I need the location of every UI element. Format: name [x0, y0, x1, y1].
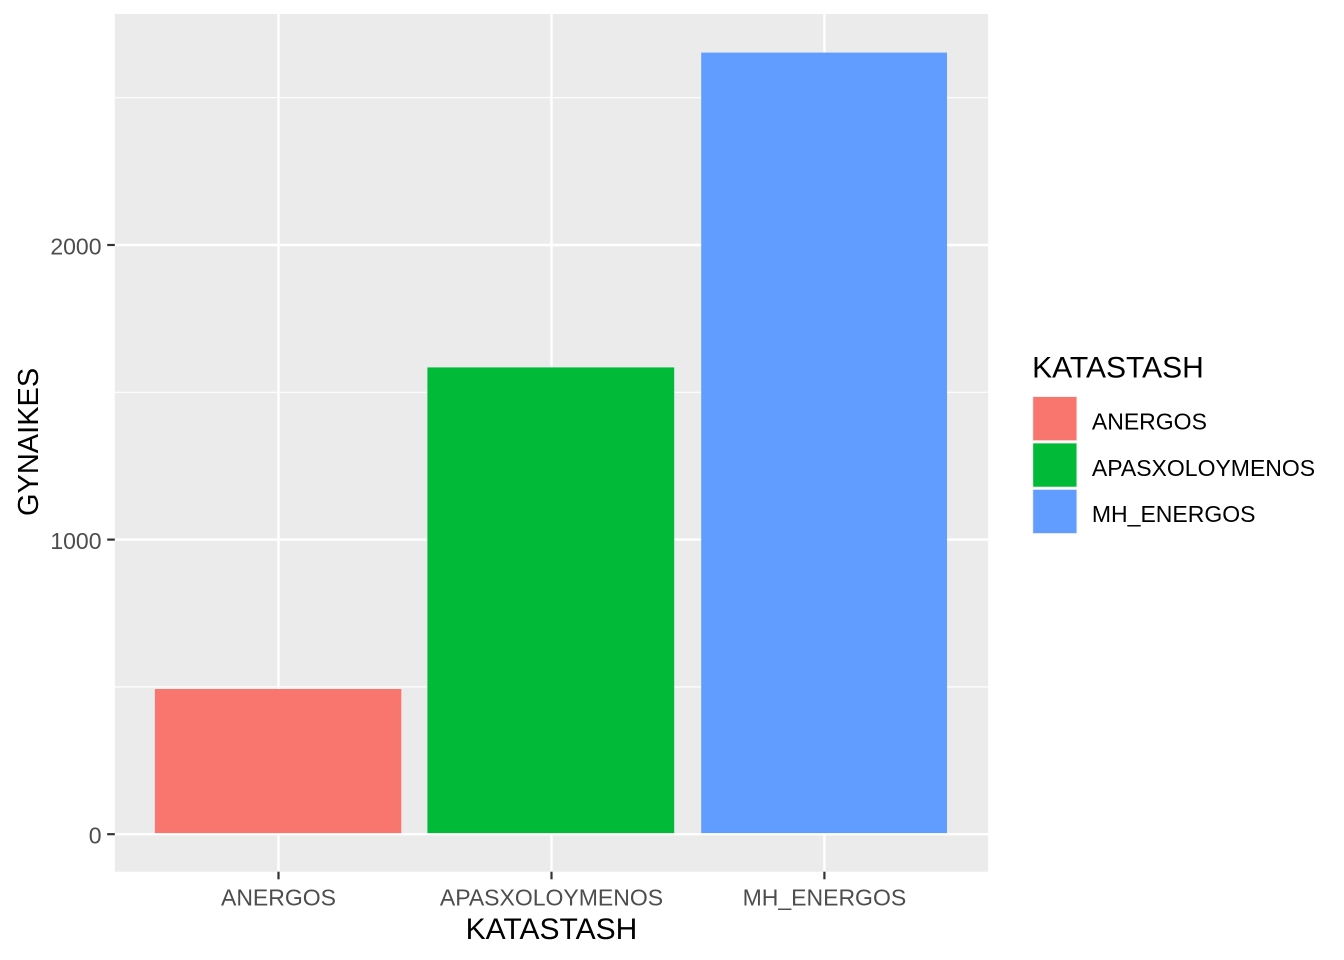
svg-text:KATASTASH: KATASTASH [1032, 352, 1204, 385]
svg-text:1000: 1000 [50, 528, 101, 554]
svg-text:KATASTASH: KATASTASH [466, 913, 638, 946]
svg-text:ANERGOS: ANERGOS [1092, 408, 1207, 434]
svg-text:GYNAIKES: GYNAIKES [13, 368, 45, 516]
svg-text:APASXOLOYMENOS: APASXOLOYMENOS [440, 884, 663, 910]
svg-text:MH_ENERGOS: MH_ENERGOS [743, 884, 907, 910]
svg-text:APASXOLOYMENOS: APASXOLOYMENOS [1092, 455, 1315, 481]
svg-text:2000: 2000 [50, 234, 101, 260]
svg-text:ANERGOS: ANERGOS [221, 884, 336, 910]
svg-text:0: 0 [89, 823, 102, 849]
svg-text:MH_ENERGOS: MH_ENERGOS [1092, 501, 1256, 527]
